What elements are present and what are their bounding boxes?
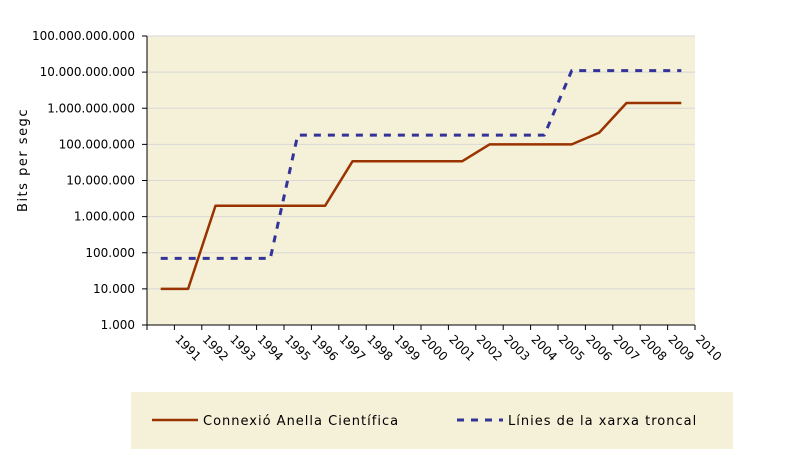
- y-tick-label: 1.000: [101, 318, 135, 332]
- x-tick-label: 2010: [693, 332, 724, 363]
- x-tick-label: 1996: [309, 332, 340, 363]
- legend-label-connexio: Connexió Anella Científica: [203, 414, 399, 429]
- x-tick-label: 2005: [556, 332, 587, 363]
- x-tick-label: 1997: [337, 332, 368, 363]
- x-tick-label: 2009: [665, 332, 696, 363]
- y-tick-label: 100.000: [85, 246, 135, 260]
- x-tick-label: 2008: [638, 332, 669, 363]
- y-axis-tick-labels: 1.000 10.000 100.000 1.000.000 10.000.000 100…: [32, 29, 135, 332]
- series-line-connexio: [160, 101, 682, 291]
- x-tick-label: 1993: [227, 332, 258, 363]
- x-tick-label: 1991: [172, 332, 203, 363]
- legend: Connexió Anella Científica Línies de la …: [131, 392, 733, 449]
- x-tick-label: 1994: [254, 332, 285, 363]
- y-tick-label: 100.000.000: [59, 137, 135, 151]
- gridlines: [147, 35, 695, 290]
- x-axis-tick-labels: 1991199219931994199519961997199819992000…: [172, 332, 724, 363]
- legend-box: [131, 392, 733, 449]
- x-tick-label: 1995: [282, 332, 313, 363]
- series-lines: [160, 69, 682, 291]
- y-tick-label: 10.000: [93, 282, 135, 296]
- y-tick-label: 10.000.000.000: [40, 65, 135, 79]
- x-tick-label: 2004: [528, 332, 559, 363]
- x-tick-label: 2002: [474, 332, 505, 363]
- y-tick-label: 10.000.000: [66, 174, 135, 188]
- x-tick-label: 1998: [364, 332, 395, 363]
- y-tick-label: 100.000.000.000: [32, 29, 135, 43]
- x-tick-label: 2006: [583, 332, 614, 363]
- x-tick-label: 2000: [419, 332, 450, 363]
- y-tick-label: 1.000.000.000: [47, 101, 135, 115]
- axes: [142, 35, 696, 330]
- y-axis-title: Bits per segc: [16, 108, 31, 212]
- x-tick-label: 1999: [391, 332, 422, 363]
- legend-label-linies: Línies de la xarxa troncal: [508, 414, 697, 429]
- x-tick-label: 2007: [611, 332, 642, 363]
- x-tick-label: 1992: [200, 332, 231, 363]
- x-tick-label: 2003: [501, 332, 532, 363]
- x-tick-label: 2001: [446, 332, 477, 363]
- series-line-linies: [160, 69, 682, 260]
- y-tick-label: 1.000.000: [74, 210, 135, 224]
